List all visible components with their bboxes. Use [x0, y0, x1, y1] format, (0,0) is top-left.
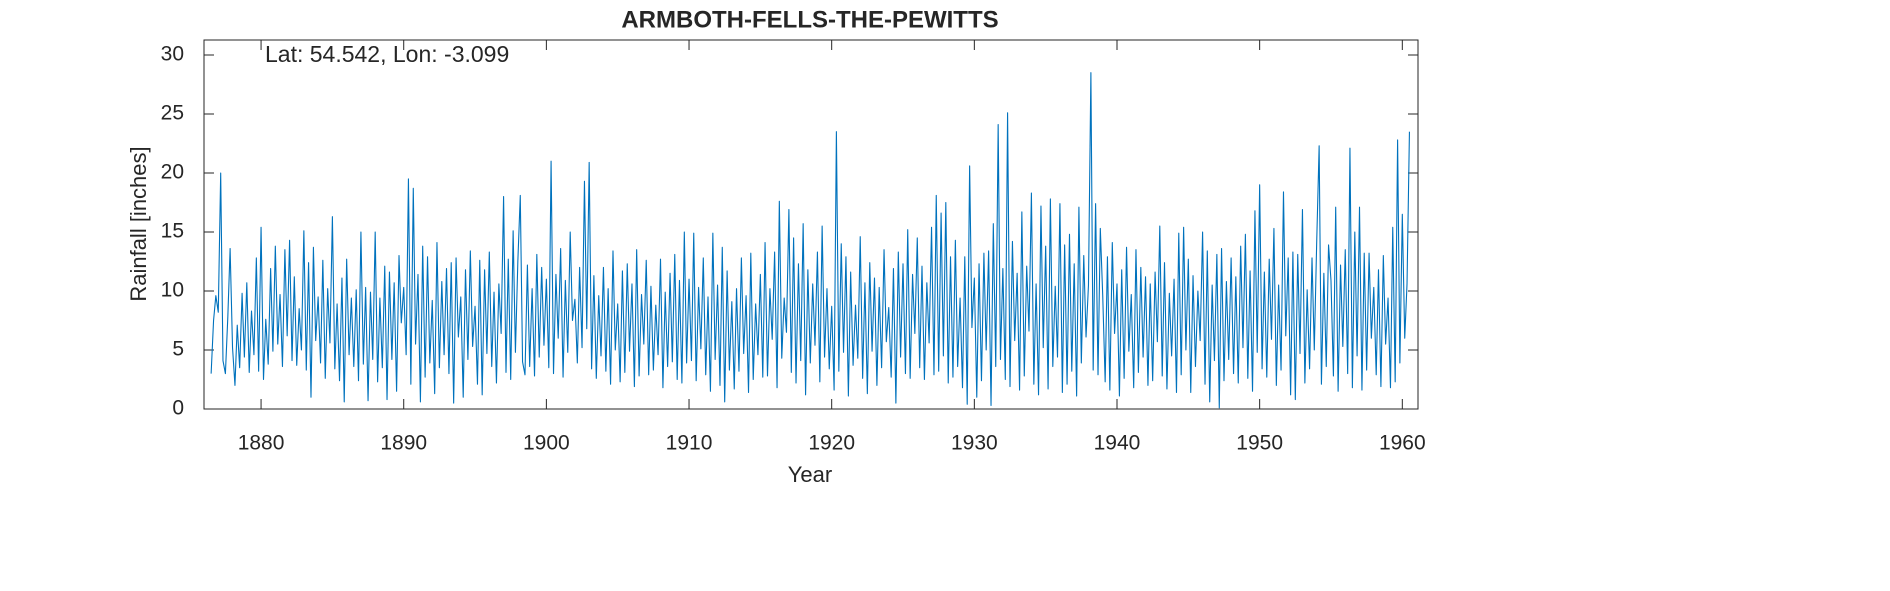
y-tick-label: 20	[161, 161, 184, 184]
annotation: Lat: 54.542, Lon: -3.099	[265, 41, 509, 67]
x-tick-label: 1960	[1379, 432, 1426, 455]
y-tick-label: 25	[161, 102, 184, 125]
y-tick-label: 10	[161, 279, 184, 302]
x-tick-label: 1950	[1236, 432, 1283, 455]
y-axis-label: Rainfall [inches]	[126, 146, 151, 301]
x-tick-label: 1910	[666, 432, 713, 455]
y-tick-label: 15	[161, 220, 184, 243]
x-tick-label: 1940	[1094, 432, 1141, 455]
y-tick-label: 0	[172, 397, 184, 420]
x-axis-label: Year	[788, 462, 832, 487]
chart-title: ARMBOTH-FELLS-THE-PEWITTS	[621, 6, 998, 33]
x-tick-label: 1880	[238, 432, 285, 455]
y-tick-label: 30	[161, 43, 184, 66]
x-tick-label: 1890	[380, 432, 427, 455]
x-tick-label: 1930	[951, 432, 998, 455]
y-tick-label: 5	[172, 338, 184, 361]
x-tick-label: 1900	[523, 432, 570, 455]
x-tick-label: 1920	[808, 432, 855, 455]
data-line	[210, 72, 1410, 409]
